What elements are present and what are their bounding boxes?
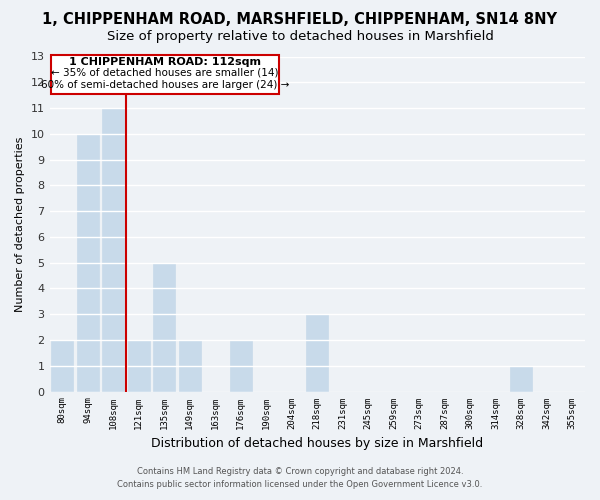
Bar: [52, 340, 73, 392]
Text: ← 35% of detached houses are smaller (14): ← 35% of detached houses are smaller (14…: [51, 68, 278, 78]
Bar: [511, 366, 532, 392]
X-axis label: Distribution of detached houses by size in Marshfield: Distribution of detached houses by size …: [151, 437, 484, 450]
Text: 1, CHIPPENHAM ROAD, MARSHFIELD, CHIPPENHAM, SN14 8NY: 1, CHIPPENHAM ROAD, MARSHFIELD, CHIPPENH…: [43, 12, 557, 28]
Text: Contains HM Land Registry data © Crown copyright and database right 2024.
Contai: Contains HM Land Registry data © Crown c…: [118, 468, 482, 489]
Text: 60% of semi-detached houses are larger (24) →: 60% of semi-detached houses are larger (…: [41, 80, 289, 90]
Bar: [103, 108, 124, 392]
Text: Size of property relative to detached houses in Marshfield: Size of property relative to detached ho…: [107, 30, 493, 43]
Text: 1 CHIPPENHAM ROAD: 112sqm: 1 CHIPPENHAM ROAD: 112sqm: [69, 56, 261, 66]
Bar: [77, 134, 98, 392]
Bar: [307, 314, 328, 392]
Bar: [51, 55, 279, 94]
Bar: [128, 340, 149, 392]
Y-axis label: Number of detached properties: Number of detached properties: [15, 136, 25, 312]
Bar: [154, 262, 175, 392]
Bar: [230, 340, 251, 392]
Bar: [179, 340, 200, 392]
